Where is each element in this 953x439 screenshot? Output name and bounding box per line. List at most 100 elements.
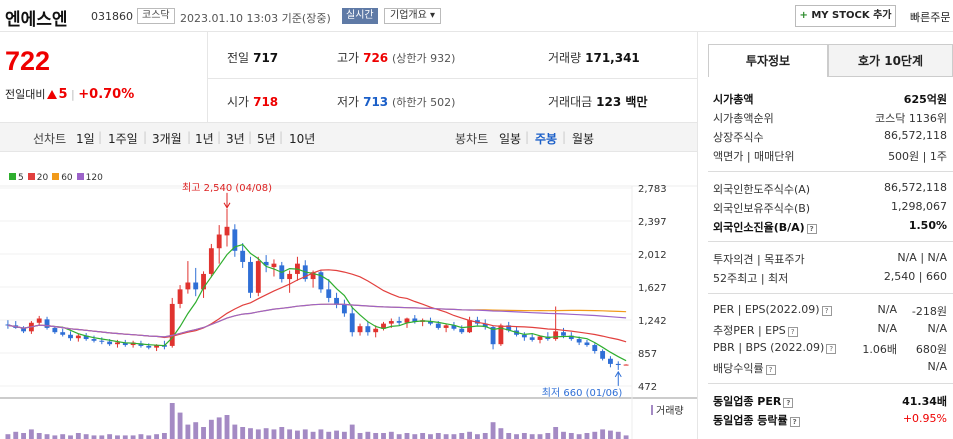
volume-bar [146, 435, 152, 439]
tab-10y[interactable]: 10년 [289, 132, 316, 146]
candle-body [381, 323, 386, 329]
volume-bar [388, 431, 394, 439]
candle-body [91, 339, 97, 341]
volume-bar [28, 429, 34, 439]
help-icon[interactable]: ? [789, 417, 800, 427]
volume-bar [36, 433, 42, 439]
volume-bar [482, 433, 488, 439]
high-annotation: 최고 2,540 (04/08) [182, 182, 272, 194]
stock-chart[interactable]: 5 20 60 120 2,783 2,397 2,012 1,627 1,242 857 472… [0, 152, 697, 439]
tab-1w[interactable]: 1주일 [108, 132, 138, 146]
help-icon[interactable]: ? [787, 327, 798, 337]
stock-name: 엔에스엔 [5, 10, 68, 30]
volume-bar [60, 434, 66, 439]
candle-body [506, 325, 512, 331]
volume-bar [373, 433, 379, 439]
candle-body [412, 318, 418, 322]
tab-1y[interactable]: 1년 [195, 132, 214, 146]
my-stock-label: MY STOCK 추가 [811, 10, 892, 21]
divider [697, 32, 698, 439]
volume-bar [255, 429, 261, 439]
help-icon[interactable]: ? [765, 365, 776, 375]
stock-code: 031860 [91, 10, 133, 23]
candle-body [623, 364, 629, 366]
tab-investment-info[interactable]: 투자정보 [708, 44, 828, 77]
candle-body [193, 282, 199, 290]
help-icon[interactable]: ? [821, 306, 832, 316]
stock-header: 엔에스엔 031860 코스닥 2023.01.10 13:03 기준(장중) … [0, 0, 953, 32]
info-row: 52주최고 | 최저 2,540 | 660 [713, 270, 947, 285]
legend-swatch [76, 173, 84, 180]
candle-body [36, 318, 42, 323]
volume-bar [498, 428, 504, 439]
volume-bar [5, 434, 11, 439]
volume-bar [302, 429, 308, 439]
candle-chart-label: 봉차트 [455, 132, 489, 146]
volume-bar [561, 431, 566, 439]
tab-3y[interactable]: 3년 [226, 132, 245, 146]
candle-body [373, 328, 379, 333]
tab-5y[interactable]: 5년 [257, 132, 276, 146]
volume-bar [122, 435, 128, 439]
candlestick-chart-svg[interactable]: 2,783 2,397 2,012 1,627 1,242 857 472 최고 2,540 … [0, 152, 697, 439]
candle-body [553, 331, 559, 340]
volume-bar [592, 431, 598, 439]
candle-body [68, 334, 73, 339]
volume-bar [521, 433, 527, 439]
legend-label: 120 [85, 173, 103, 183]
candle-body [396, 321, 402, 323]
candle-body [208, 248, 214, 274]
volume-bar [334, 430, 339, 439]
volume-bar [44, 434, 50, 439]
volume-bar [341, 431, 347, 439]
company-overview-button[interactable]: 기업개요 ▾ [384, 8, 441, 24]
volume-bar [568, 433, 574, 439]
volume-bar [318, 429, 324, 439]
candle-body [107, 341, 113, 345]
low-arrow-head [614, 370, 622, 378]
help-icon[interactable]: ? [806, 224, 817, 234]
tab-daily[interactable]: 일봉 [499, 132, 522, 146]
tab-3m[interactable]: 3개월 [152, 132, 182, 146]
candle-body [255, 261, 261, 293]
price-change: 전일대비 5 | +0.70% [5, 87, 135, 102]
tab-monthly[interactable]: 월봉 [572, 132, 595, 146]
change-label: 전일대비 [5, 88, 46, 101]
chart-period-tabs: 선차트 1일 | 1주일 | 3개월 | 1년 | 3년 | 5년 | 10년 … [0, 122, 697, 152]
candle-body [357, 326, 363, 333]
volume-bar [529, 434, 535, 439]
volume-bar [326, 431, 332, 439]
candle-body [404, 318, 410, 323]
volume-bar [615, 431, 621, 439]
volume-bar [83, 434, 89, 439]
my-stock-add-button[interactable]: + MY STOCK 추가 [795, 5, 896, 27]
volume-bar [169, 403, 175, 439]
candle-body [287, 273, 293, 280]
candle-body [537, 336, 543, 340]
volume-legend-mark [651, 405, 653, 415]
realtime-button[interactable]: 실시간 [342, 8, 378, 24]
current-price: 722 [5, 46, 51, 76]
market-badge: 코스닥 [137, 8, 175, 24]
volume-bar [357, 433, 363, 439]
candle-body [154, 345, 160, 348]
tab-orderbook[interactable]: 호가 10단계 [828, 44, 953, 77]
plus-icon: + [799, 10, 808, 21]
volume-bar [68, 435, 73, 439]
candle-body [201, 273, 206, 290]
legend-label: 60 [61, 173, 73, 183]
candle-body [529, 337, 535, 340]
help-icon[interactable]: ? [783, 398, 794, 408]
tab-1d[interactable]: 1일 [76, 132, 95, 146]
candle-body [271, 263, 277, 268]
tab-weekly[interactable]: 주봉 [535, 132, 558, 146]
volume-bar [201, 427, 206, 439]
volume-bar [537, 434, 543, 439]
volume-label: 거래량 [656, 405, 684, 417]
volume-bar [608, 430, 613, 439]
volume-bar [443, 434, 449, 439]
help-icon[interactable]: ? [826, 344, 837, 354]
candle-body [334, 297, 339, 305]
quick-order-link[interactable]: 빠른주문 [910, 11, 951, 24]
info-row: 시가총액순위 코스닥 1136위 [713, 112, 947, 125]
